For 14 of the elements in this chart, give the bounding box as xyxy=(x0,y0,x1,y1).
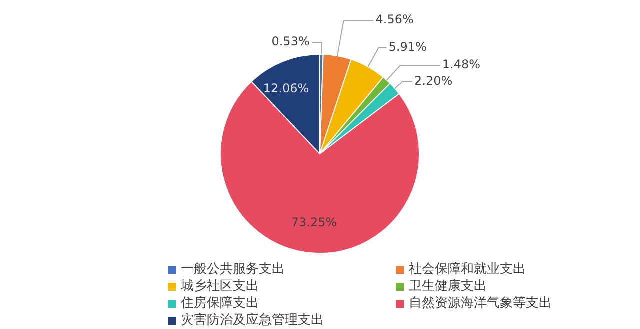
legend-label: 灾害防治及应急管理支出 xyxy=(181,312,324,329)
data-label: 4.56% xyxy=(376,12,414,27)
legend-label: 卫生健康支出 xyxy=(409,278,487,295)
data-label: 5.91% xyxy=(388,40,427,54)
data-label: 2.20% xyxy=(414,74,453,88)
data-label: 73.25% xyxy=(291,216,338,230)
data-label: 1.48% xyxy=(442,58,480,72)
legend-label: 城乡社区支出 xyxy=(181,278,259,295)
legend-label: 社会保障和就业支出 xyxy=(409,261,526,278)
legend-label: 住房保障支出 xyxy=(181,295,259,312)
data-label: 0.53% xyxy=(272,34,310,49)
data-label: 12.06% xyxy=(263,81,310,96)
legend-label: 一般公共服务支出 xyxy=(181,261,285,278)
legend-label: 自然资源海洋气象等支出 xyxy=(409,295,552,312)
